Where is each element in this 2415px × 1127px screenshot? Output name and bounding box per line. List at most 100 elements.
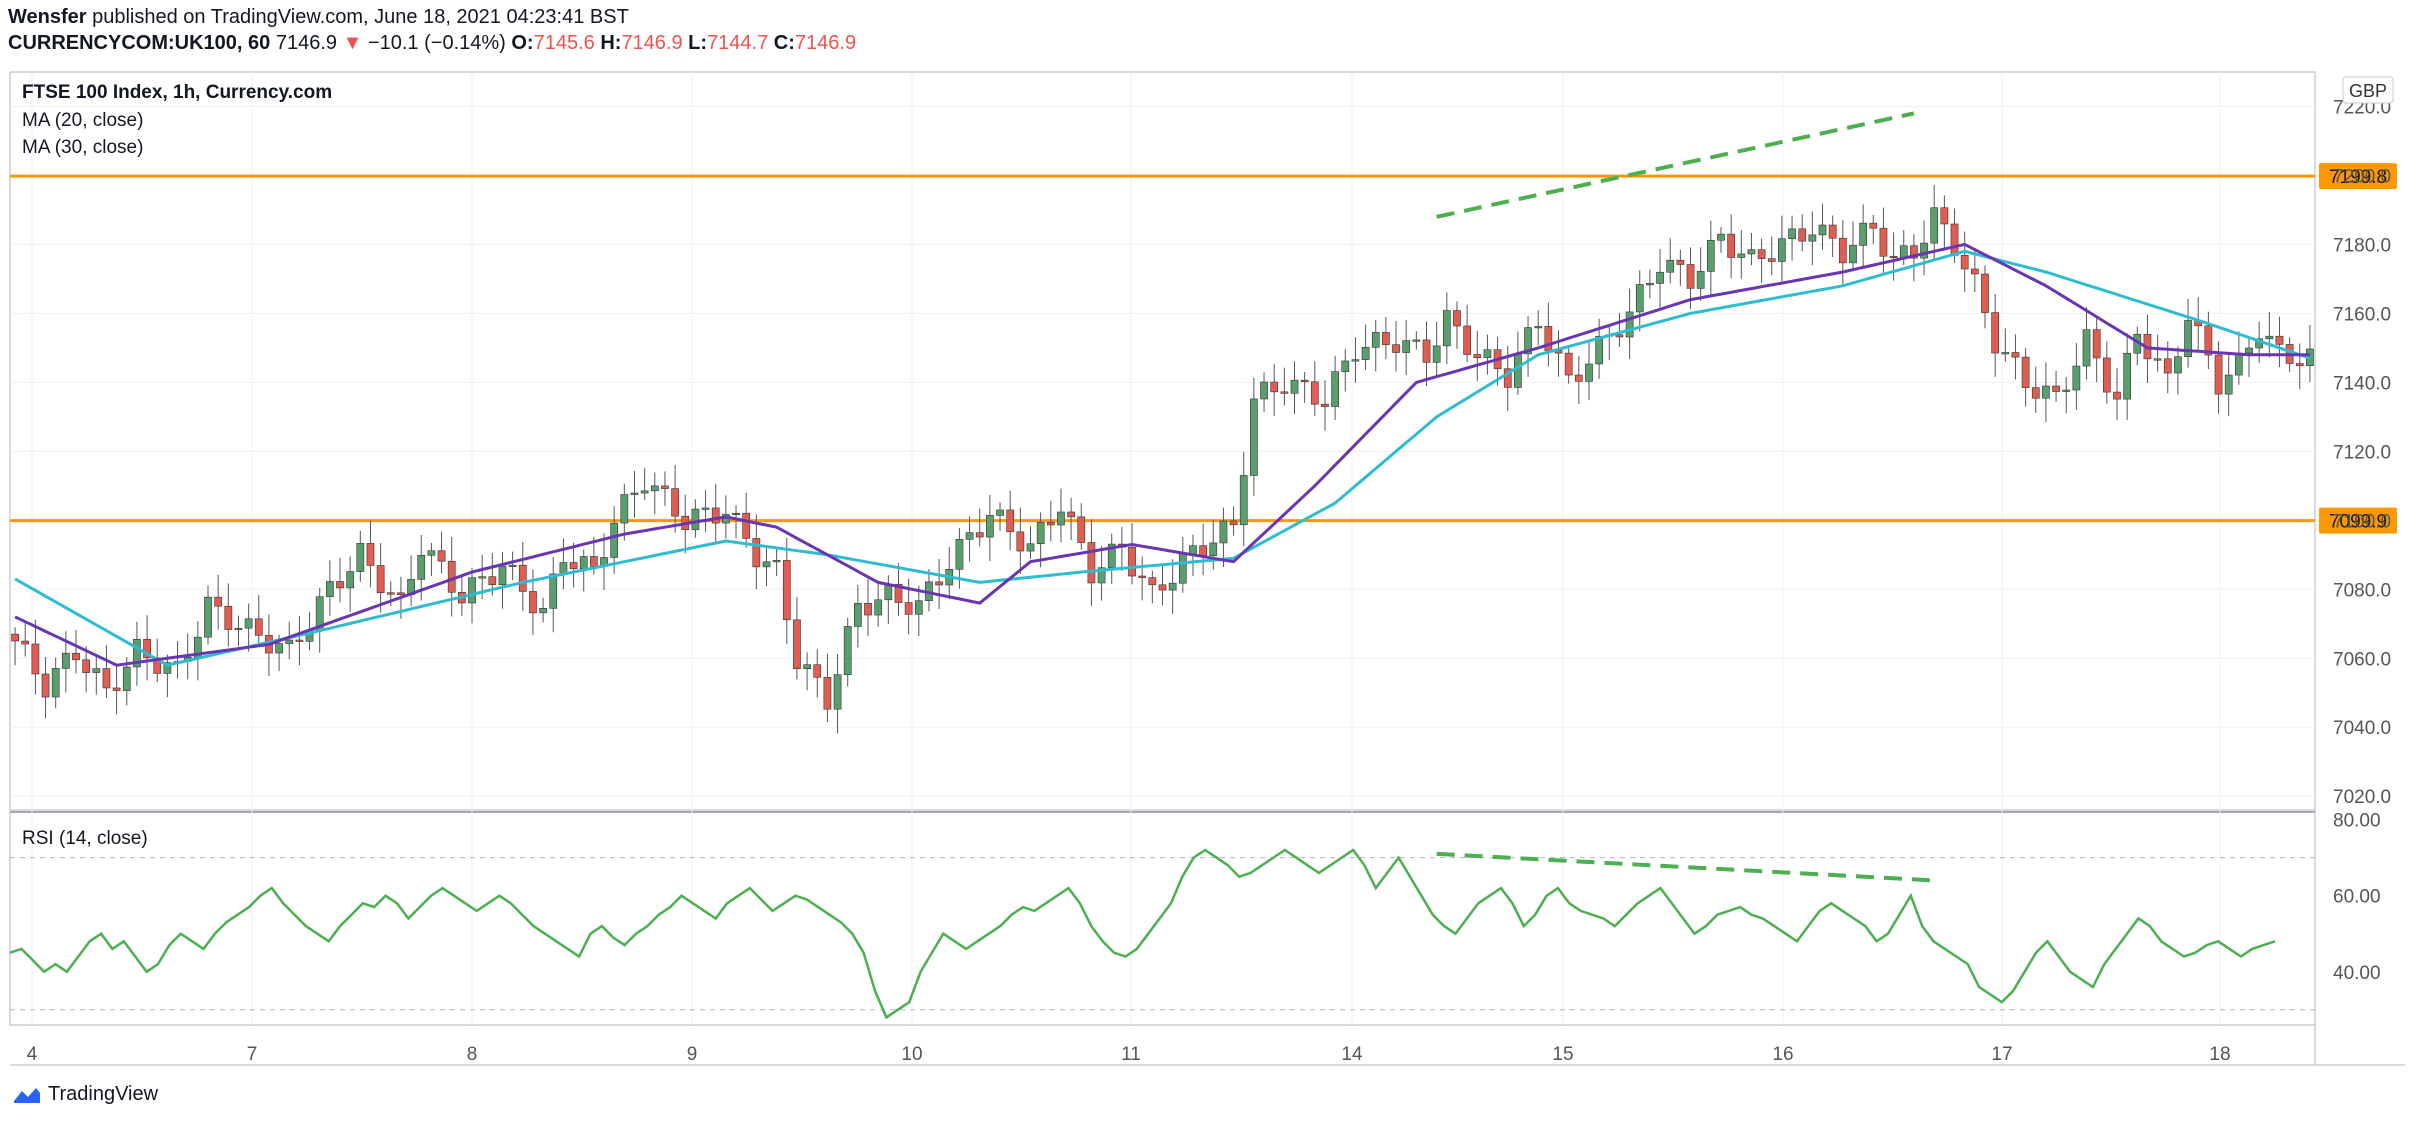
author-name[interactable]: Wensfer [8,6,87,28]
candle-body [772,560,781,563]
candle-body [1696,271,1705,289]
candle-body [1879,227,1888,257]
candle-body [1635,284,1644,313]
candle-body [661,485,669,489]
candle-body [163,662,172,674]
candle-body [427,550,436,556]
symbol-name[interactable]: CURRENCYCOM:UK100, 60 [8,32,271,54]
candle-body [1229,520,1238,526]
candle-body [813,664,822,678]
candle-body [397,592,405,595]
candle-body [1178,553,1187,584]
candle-body [1138,575,1147,578]
rsi-legend[interactable]: RSI (14, close) [22,828,148,849]
candle-body [2234,352,2243,376]
price-tick-label: 7100.0 [2333,511,2391,532]
candle-body [234,627,243,630]
candle-body [843,626,852,676]
close-label: C: [773,32,795,54]
ma30-line[interactable] [14,249,2311,667]
price-tick-label: 7140.0 [2333,373,2391,394]
candle-body [1189,545,1197,555]
candle-body [1706,239,1715,272]
candle-body [1077,516,1086,543]
candle-body [955,539,964,570]
series-title[interactable]: FTSE 100 Index, 1h, Currency.com [22,82,333,103]
candle-body [1361,347,1370,360]
candle-body [884,583,893,601]
ma30-legend[interactable]: MA (30, close) [22,137,144,158]
candle-body [1514,353,1522,388]
candle-body [782,560,791,621]
candle-body [1859,222,1867,246]
candle-body [1625,311,1634,338]
candle-body [1280,391,1289,394]
open-label: O: [511,32,534,54]
ma20-legend[interactable]: MA (20, close) [22,110,144,131]
high-label: H: [600,32,622,54]
candle-body [874,599,883,616]
candle-body [2275,335,2284,345]
candle-body [1351,359,1360,362]
candle-body [1981,273,1989,313]
candle-body [732,512,740,516]
candle-body [356,543,365,572]
candle-body [1788,228,1796,240]
candle-body [254,618,263,636]
candle-body [244,618,253,629]
candle-body [803,664,811,670]
candle-body [204,596,212,638]
candle-body [620,494,629,524]
candle-body [1574,374,1583,382]
published-text: published on TradingView.com, June 18, 2… [92,6,629,28]
candle-body [1534,326,1543,329]
candle-body [2021,356,2030,388]
candle-body [975,532,984,538]
candle-body [1290,379,1299,394]
candle-body [1666,259,1675,273]
candle-body [51,668,60,698]
candle-body [386,592,395,595]
candle-body [122,666,131,691]
candle-body [1991,312,1999,354]
close-value: 7146.9 [794,32,857,54]
candle-body [2245,347,2253,354]
candle-body [468,577,476,604]
candle-body [2214,354,2223,395]
footer-brand[interactable]: TradingView [12,1083,158,1106]
candle-body [133,638,141,668]
price-trendline[interactable] [1436,111,1915,219]
candle-body [1899,245,1908,258]
candle-body [914,600,923,615]
candle-body [1585,363,1593,382]
candle-body [1402,340,1411,353]
candle-body [437,550,446,562]
ma20-line[interactable] [14,242,2310,667]
candle-body [478,576,487,579]
time-tick-label: 9 [687,1044,698,1065]
candle-body [1849,245,1857,264]
candle-body [1595,335,1603,365]
open-value: 7145.6 [533,32,595,54]
candle-body [1300,379,1309,383]
candle-body [2113,391,2121,400]
candle-body [823,676,832,710]
candle-body [518,564,527,592]
candle-body [1828,224,1837,239]
publish-line: Wensfer published on TradingView.com, Ju… [8,6,629,29]
candle-body [1392,344,1400,353]
candle-body [701,507,710,510]
candle-body [1097,567,1106,584]
candle-body [1046,521,1055,526]
rsi-line[interactable] [9,848,2276,1020]
candle-body [711,507,720,524]
candle-body [630,492,639,495]
candle-body [2163,358,2172,374]
candle-body [1006,509,1015,533]
candle-body [854,602,862,627]
high-value: 7146.9 [621,32,683,54]
candle-body [1107,543,1116,569]
time-tick-label: 15 [1552,1044,1573,1065]
candle-body [1057,511,1065,526]
level-label: 7199.8 [2329,167,2387,188]
